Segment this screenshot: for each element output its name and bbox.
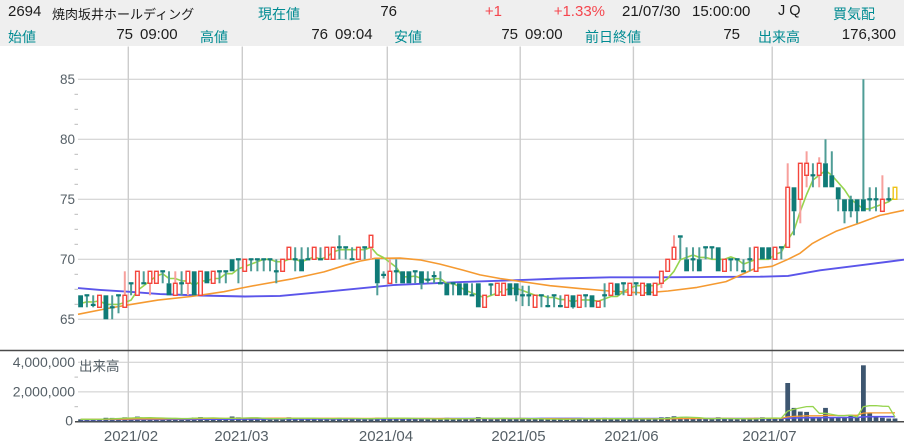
svg-text:2021/02: 2021/02 <box>104 428 158 445</box>
svg-text:75: 75 <box>60 192 75 207</box>
svg-text:2021/03: 2021/03 <box>214 428 268 445</box>
svg-text:2,000,000: 2,000,000 <box>13 383 75 399</box>
svg-text:2021/07: 2021/07 <box>742 428 796 445</box>
svg-text:2021/06: 2021/06 <box>604 428 658 445</box>
svg-text:2021/05: 2021/05 <box>491 428 545 445</box>
svg-text:4,000,000: 4,000,000 <box>13 354 75 370</box>
svg-text:85: 85 <box>60 72 75 87</box>
svg-text:70: 70 <box>60 252 75 267</box>
svg-text:2021/04: 2021/04 <box>359 428 413 445</box>
svg-text:80: 80 <box>60 132 75 147</box>
svg-text:0: 0 <box>65 413 73 429</box>
svg-text:65: 65 <box>60 312 75 327</box>
svg-text:出来高: 出来高 <box>79 358 120 374</box>
